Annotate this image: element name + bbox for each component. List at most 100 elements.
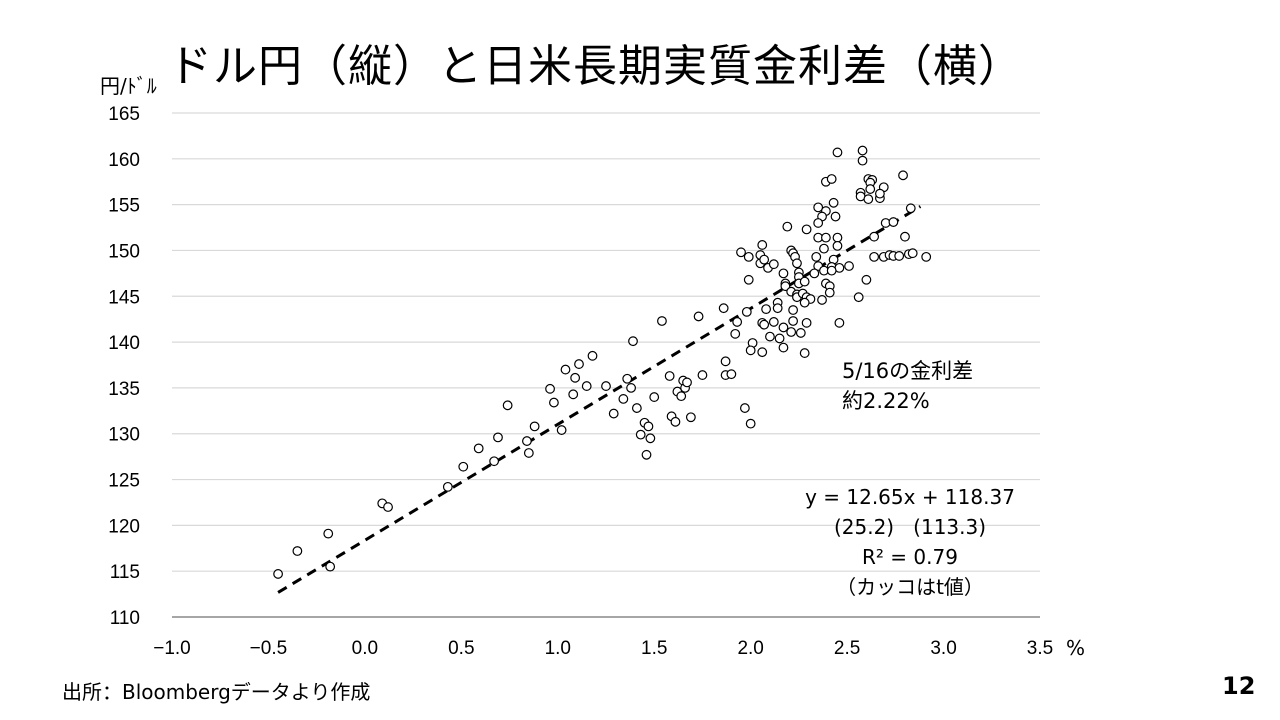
data-point bbox=[795, 328, 806, 338]
data-point bbox=[618, 394, 629, 404]
data-point bbox=[759, 254, 770, 265]
x-tick-label: 0.5 bbox=[448, 638, 474, 659]
data-point bbox=[732, 317, 743, 327]
data-point bbox=[786, 327, 797, 337]
data-point bbox=[782, 221, 793, 232]
data-point bbox=[622, 373, 633, 384]
data-point bbox=[601, 381, 611, 391]
data-point bbox=[628, 336, 638, 347]
data-point bbox=[772, 303, 783, 314]
data-point bbox=[549, 397, 559, 408]
x-axis-unit: % bbox=[1066, 636, 1086, 660]
data-point bbox=[502, 400, 513, 411]
y-tick-label: 125 bbox=[108, 471, 140, 492]
data-point bbox=[739, 403, 750, 413]
data-point bbox=[824, 287, 835, 298]
data-point bbox=[832, 147, 843, 158]
data-point bbox=[473, 443, 484, 454]
data-point bbox=[529, 421, 540, 432]
data-point bbox=[743, 251, 754, 262]
data-point bbox=[792, 258, 802, 269]
data-point bbox=[745, 345, 756, 356]
x-tick-label: 1.5 bbox=[641, 638, 667, 659]
data-point bbox=[865, 184, 876, 194]
regression-r2: R² = 0.79 bbox=[862, 545, 958, 569]
y-tick-label: 165 bbox=[108, 104, 140, 125]
data-point bbox=[813, 218, 824, 228]
page-number: 12 bbox=[1222, 672, 1256, 700]
data-point bbox=[844, 261, 854, 271]
data-point bbox=[811, 251, 822, 262]
regression-equation: y = 12.65x + 118.37 bbox=[805, 485, 1015, 509]
data-point bbox=[489, 456, 500, 467]
data-point bbox=[813, 202, 824, 213]
x-tick-label: −1.0 bbox=[153, 638, 191, 659]
data-point bbox=[657, 316, 667, 326]
x-tick-label: 1.0 bbox=[545, 638, 571, 659]
data-point bbox=[759, 319, 770, 330]
x-tick-label: −0.5 bbox=[250, 638, 288, 659]
trend-line bbox=[277, 205, 922, 594]
data-point bbox=[768, 317, 779, 327]
data-point bbox=[830, 211, 841, 222]
data-point bbox=[780, 281, 791, 292]
source-note: 出所：Bloombergデータより作成 bbox=[62, 680, 371, 704]
data-point bbox=[888, 217, 899, 227]
data-point bbox=[649, 392, 660, 402]
data-point bbox=[799, 348, 810, 358]
y-tick-label: 130 bbox=[108, 425, 140, 446]
data-point bbox=[730, 328, 741, 339]
data-point bbox=[693, 311, 704, 322]
data-point bbox=[736, 247, 746, 258]
data-point bbox=[828, 197, 839, 208]
regression-caption: （カッコはt値） bbox=[836, 575, 984, 599]
data-point bbox=[560, 364, 571, 375]
data-point bbox=[857, 145, 868, 156]
data-point bbox=[817, 295, 827, 305]
x-tick-label: 3.0 bbox=[930, 638, 956, 659]
data-point bbox=[523, 448, 534, 458]
data-point bbox=[682, 377, 692, 388]
data-point bbox=[875, 188, 885, 199]
data-point bbox=[834, 317, 845, 328]
data-point bbox=[664, 371, 675, 381]
data-point bbox=[801, 317, 812, 328]
data-point bbox=[323, 528, 334, 539]
data-point bbox=[745, 418, 756, 429]
data-point bbox=[799, 276, 810, 287]
data-point bbox=[720, 356, 731, 367]
data-point bbox=[809, 268, 820, 279]
data-point bbox=[819, 243, 829, 254]
annotation-line-2: 約2.22% bbox=[842, 389, 930, 413]
data-point bbox=[801, 224, 812, 235]
data-point bbox=[863, 194, 874, 205]
data-point bbox=[799, 297, 810, 308]
data-point bbox=[574, 359, 584, 369]
data-point bbox=[325, 561, 336, 572]
annotation-line-1: 5/16の金利差 bbox=[842, 359, 974, 383]
y-tick-label: 160 bbox=[108, 150, 140, 171]
y-tick-label: 120 bbox=[108, 516, 140, 537]
y-tick-label: 145 bbox=[108, 287, 140, 308]
data-point bbox=[587, 350, 598, 361]
x-tick-label: 0.0 bbox=[352, 638, 378, 659]
data-point bbox=[826, 265, 837, 276]
data-point bbox=[778, 268, 789, 279]
data-point bbox=[568, 389, 579, 400]
data-point bbox=[857, 155, 868, 166]
data-point bbox=[581, 381, 592, 391]
y-tick-label: 135 bbox=[108, 379, 140, 400]
data-point bbox=[676, 391, 687, 402]
x-tick-label: 3.5 bbox=[1027, 638, 1053, 659]
data-point bbox=[768, 259, 779, 270]
y-tick-label: 150 bbox=[108, 241, 140, 262]
data-point bbox=[861, 274, 872, 285]
data-point bbox=[778, 322, 789, 333]
data-point bbox=[774, 333, 785, 344]
data-point bbox=[900, 231, 910, 242]
data-point bbox=[826, 174, 837, 184]
data-point bbox=[761, 304, 771, 315]
data-point bbox=[522, 436, 532, 446]
data-point bbox=[894, 251, 905, 261]
